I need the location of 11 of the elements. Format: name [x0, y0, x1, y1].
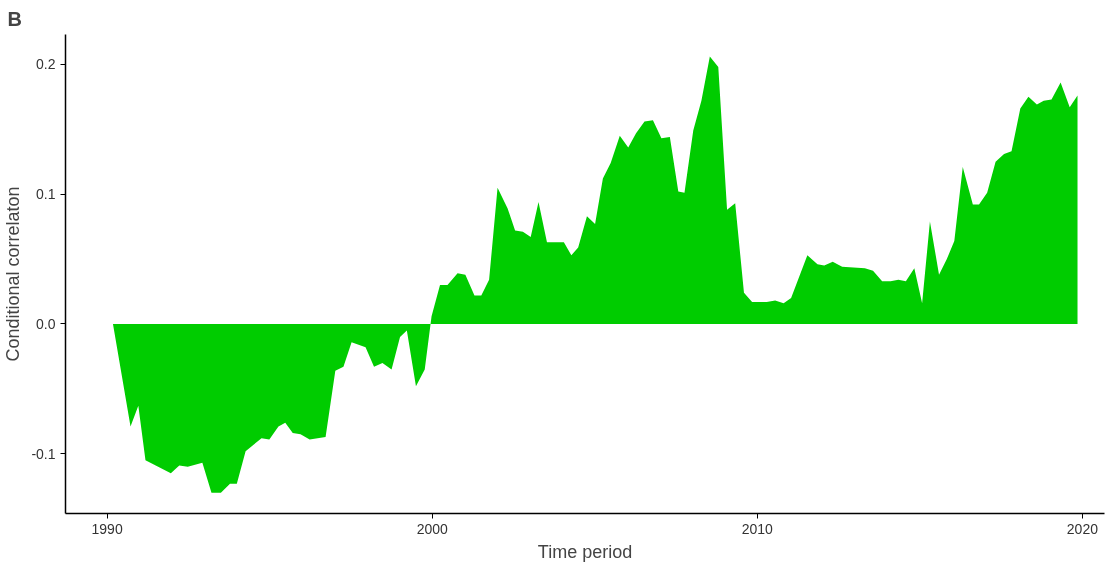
y-tick-label: -0.1	[31, 445, 56, 462]
chart-title: B	[7, 7, 22, 30]
y-tick-label: 0.0	[36, 315, 56, 332]
x-axis-title: Time period	[537, 541, 633, 562]
x-tick-label: 2010	[741, 520, 774, 537]
y-axis-title: Conditional correlaton	[3, 186, 24, 362]
x-tick-label: 2000	[416, 520, 448, 537]
x-tick-label: 2020	[1066, 520, 1099, 537]
y-tick-label: 0.1	[36, 186, 56, 203]
y-tick-label: 0.2	[36, 56, 56, 73]
x-tick-label: 1990	[91, 520, 123, 537]
